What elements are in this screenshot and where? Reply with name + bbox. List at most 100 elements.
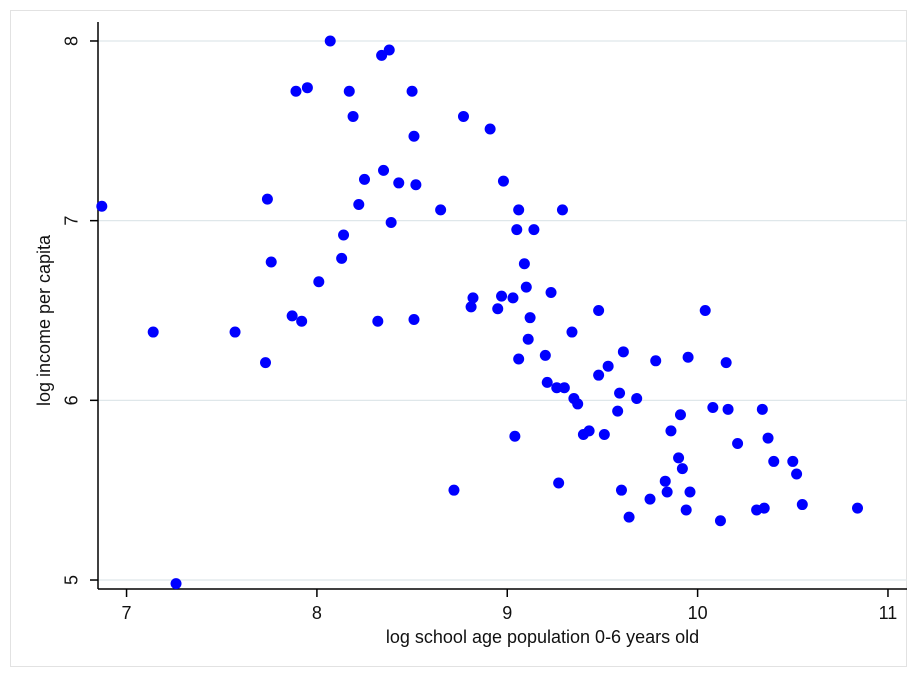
- data-point: [732, 437, 744, 449]
- data-point: [261, 193, 273, 205]
- data-point: [286, 310, 298, 322]
- data-point: [465, 301, 477, 313]
- data-point: [507, 292, 519, 304]
- data-point: [511, 224, 523, 236]
- data-point: [147, 326, 159, 338]
- data-point: [539, 349, 551, 361]
- y-tick-label: 5: [61, 575, 81, 585]
- data-point: [720, 357, 732, 369]
- data-point: [545, 287, 557, 299]
- x-tick-label: 7: [122, 603, 132, 623]
- data-point: [623, 511, 635, 523]
- data-point: [376, 49, 388, 61]
- x-tick-label: 9: [502, 603, 512, 623]
- data-point: [659, 475, 671, 487]
- data-point: [296, 315, 308, 327]
- data-point: [313, 276, 325, 288]
- data-point: [528, 224, 540, 236]
- data-point: [484, 123, 496, 135]
- data-point: [497, 175, 509, 187]
- x-tick-label: 10: [688, 603, 708, 623]
- data-point: [448, 484, 460, 496]
- data-point: [762, 432, 774, 444]
- data-point: [301, 82, 313, 94]
- data-point: [553, 477, 565, 489]
- y-ticks: 5 6 7 8: [61, 36, 98, 585]
- data-point: [406, 85, 418, 97]
- data-point: [680, 504, 692, 516]
- data-point: [650, 355, 662, 367]
- y-tick-label: 6: [61, 395, 81, 405]
- data-point: [496, 290, 508, 302]
- data-point: [518, 258, 530, 270]
- data-point: [260, 357, 272, 369]
- x-tick-label: 11: [879, 603, 898, 623]
- data-point: [615, 484, 627, 496]
- data-point: [290, 85, 302, 97]
- data-point: [358, 173, 370, 185]
- data-point: [556, 204, 568, 216]
- data-points: [96, 35, 864, 590]
- data-point: [682, 351, 694, 363]
- y-tick-label: 8: [61, 36, 81, 46]
- data-point: [551, 382, 563, 394]
- data-point: [170, 578, 182, 590]
- data-point: [756, 403, 768, 415]
- data-point: [338, 229, 350, 241]
- data-point: [408, 130, 420, 142]
- data-point: [593, 305, 605, 316]
- data-point: [336, 252, 348, 264]
- data-point: [644, 493, 656, 505]
- data-point: [513, 353, 525, 365]
- data-point: [593, 369, 605, 381]
- data-point: [522, 333, 534, 345]
- data-point: [385, 216, 397, 228]
- data-point: [524, 312, 536, 324]
- data-point: [410, 179, 422, 191]
- data-point: [612, 405, 624, 417]
- data-point: [96, 200, 108, 212]
- data-point: [768, 455, 780, 467]
- data-point: [324, 35, 336, 47]
- data-point: [467, 292, 479, 304]
- data-point: [602, 360, 614, 372]
- data-point: [791, 468, 803, 480]
- data-point: [513, 204, 525, 216]
- data-point: [617, 346, 629, 358]
- gridlines: [98, 40, 907, 581]
- x-ticks: 7 8 9 10 11: [122, 589, 898, 623]
- data-point: [347, 110, 359, 122]
- data-point: [457, 110, 469, 122]
- data-point: [509, 430, 521, 442]
- data-point: [714, 515, 726, 527]
- y-tick-label: 7: [61, 216, 81, 226]
- data-point: [435, 204, 447, 216]
- data-point: [598, 428, 610, 440]
- data-point: [566, 326, 578, 338]
- data-point: [343, 85, 355, 97]
- data-point: [722, 403, 734, 415]
- data-point: [758, 502, 770, 514]
- data-point: [674, 409, 686, 421]
- data-point: [631, 393, 643, 405]
- data-point: [558, 382, 570, 394]
- data-point: [796, 499, 808, 511]
- data-point: [378, 164, 390, 176]
- data-point: [699, 305, 711, 316]
- data-point: [665, 425, 677, 437]
- data-point: [707, 402, 719, 414]
- data-point: [787, 455, 799, 467]
- data-point: [265, 256, 277, 268]
- data-point: [393, 177, 405, 189]
- data-point: [520, 281, 532, 293]
- data-point: [583, 425, 595, 437]
- data-point: [229, 326, 241, 338]
- data-point: [383, 44, 395, 56]
- data-point: [372, 315, 384, 327]
- x-axis-title: log school age population 0-6 years old: [386, 627, 699, 647]
- data-point: [572, 398, 584, 410]
- axes: [97, 22, 907, 590]
- data-point: [676, 463, 688, 475]
- data-point: [852, 502, 864, 514]
